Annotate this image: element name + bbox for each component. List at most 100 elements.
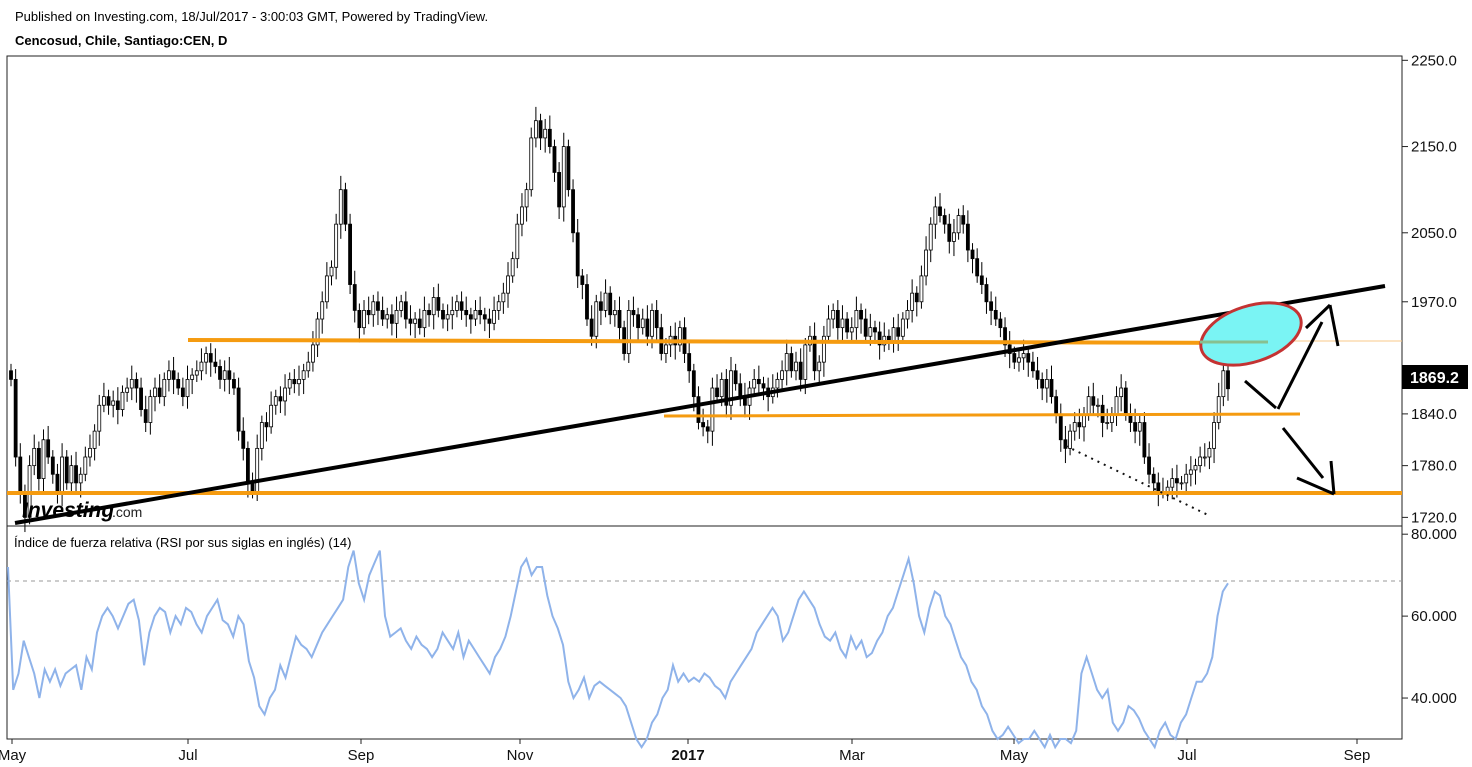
candle-body <box>324 275 329 303</box>
candle-body <box>496 301 501 311</box>
candle-body <box>36 447 41 479</box>
candle-body <box>371 301 376 316</box>
rsi-y-axis: 80.000 60.000 40.000 <box>1402 526 1457 707</box>
candle-body <box>1212 422 1216 449</box>
candle-body <box>1147 456 1151 475</box>
candle-body <box>1044 378 1049 389</box>
candle-body <box>533 120 538 139</box>
candle-body <box>227 370 232 380</box>
candle-body <box>101 396 106 406</box>
candle-body <box>640 318 645 329</box>
candle-body <box>557 172 562 208</box>
candle-body <box>1026 353 1031 363</box>
candle-body <box>1202 456 1207 459</box>
candle-body <box>389 314 394 324</box>
candle-body <box>69 465 74 484</box>
candle-body <box>1179 482 1184 485</box>
candle-body <box>896 327 901 337</box>
candle-body <box>877 331 882 346</box>
candle-body <box>566 146 571 191</box>
candle-body <box>413 318 418 324</box>
candle-body <box>492 310 496 324</box>
candle-body <box>32 447 37 467</box>
candle-body <box>520 206 524 225</box>
candle-body <box>315 318 320 346</box>
candle-body <box>691 370 696 398</box>
candle-body <box>515 223 520 260</box>
candle-body <box>724 378 729 406</box>
candle-body <box>1142 422 1147 458</box>
candlestick-series <box>9 106 1230 533</box>
candle-body <box>952 232 956 242</box>
x-tick-label: Mar <box>839 747 865 764</box>
candle-body <box>250 482 255 492</box>
price-y-tick-label: 1840.0 <box>1411 406 1457 423</box>
candle-body <box>1091 396 1096 406</box>
candle-body <box>701 422 706 428</box>
x-tick-label: May <box>1000 747 1029 764</box>
candle-body <box>362 310 366 329</box>
candle-body <box>283 387 287 402</box>
candle-body <box>1133 422 1138 432</box>
x-tick-label: 2017 <box>671 747 704 764</box>
logo-suffix: .com <box>112 504 142 520</box>
candle-body <box>506 275 510 294</box>
candle-body <box>538 120 543 139</box>
candle-body <box>961 215 966 225</box>
candle-body <box>204 353 209 363</box>
candle-body <box>241 430 246 449</box>
candle-body <box>942 215 947 225</box>
candle-body <box>78 473 83 484</box>
candle-body <box>1096 404 1100 407</box>
candle-body <box>993 310 998 320</box>
rsi-y-tick-label: 40.000 <box>1411 690 1457 707</box>
support-line-top <box>187 338 1271 345</box>
candle-body <box>854 310 859 329</box>
candle-body <box>120 391 125 410</box>
candle-body <box>905 310 910 320</box>
candle-body <box>599 301 603 311</box>
candle-body <box>998 318 1003 329</box>
candle-body <box>989 301 994 311</box>
instrument-title: Cencosud, Chile, Santiago:CEN, D <box>15 33 228 48</box>
candle-body <box>487 318 492 324</box>
candle-body <box>297 378 301 385</box>
candle-body <box>431 297 436 316</box>
x-tick-label: Jul <box>1177 747 1196 764</box>
candle-body <box>1017 357 1021 363</box>
candle-body <box>1021 353 1026 359</box>
candle-body <box>664 344 668 354</box>
last-price-label-bg <box>1402 365 1468 389</box>
candle-body <box>422 310 427 329</box>
candle-body <box>1226 370 1230 390</box>
candle-body <box>115 400 120 410</box>
candle-body <box>218 366 222 380</box>
candle-body <box>835 310 840 329</box>
candle-body <box>92 430 97 449</box>
candle-body <box>812 335 817 372</box>
candle-body <box>213 361 218 367</box>
candle-body <box>190 374 195 380</box>
candle-body <box>153 387 157 398</box>
candle-body <box>868 327 873 337</box>
candle-body <box>60 456 65 492</box>
candle-body <box>654 310 659 329</box>
candle-body <box>329 266 334 277</box>
candle-body <box>1086 396 1091 415</box>
candle-body <box>794 361 798 372</box>
candle-body <box>552 146 557 173</box>
candle-body <box>255 447 260 492</box>
candle-body <box>13 378 18 458</box>
arrow-up-seg1 <box>1244 379 1277 410</box>
candle-body <box>924 249 928 277</box>
candle-body <box>752 378 757 389</box>
candle-body <box>687 353 692 372</box>
candle-body <box>575 232 580 277</box>
x-tick-label: May <box>0 747 27 764</box>
candle-body <box>891 327 896 341</box>
candle-body <box>1156 482 1161 492</box>
candle-body <box>1207 447 1212 458</box>
candle-body <box>441 310 445 320</box>
candle-body <box>826 318 831 337</box>
